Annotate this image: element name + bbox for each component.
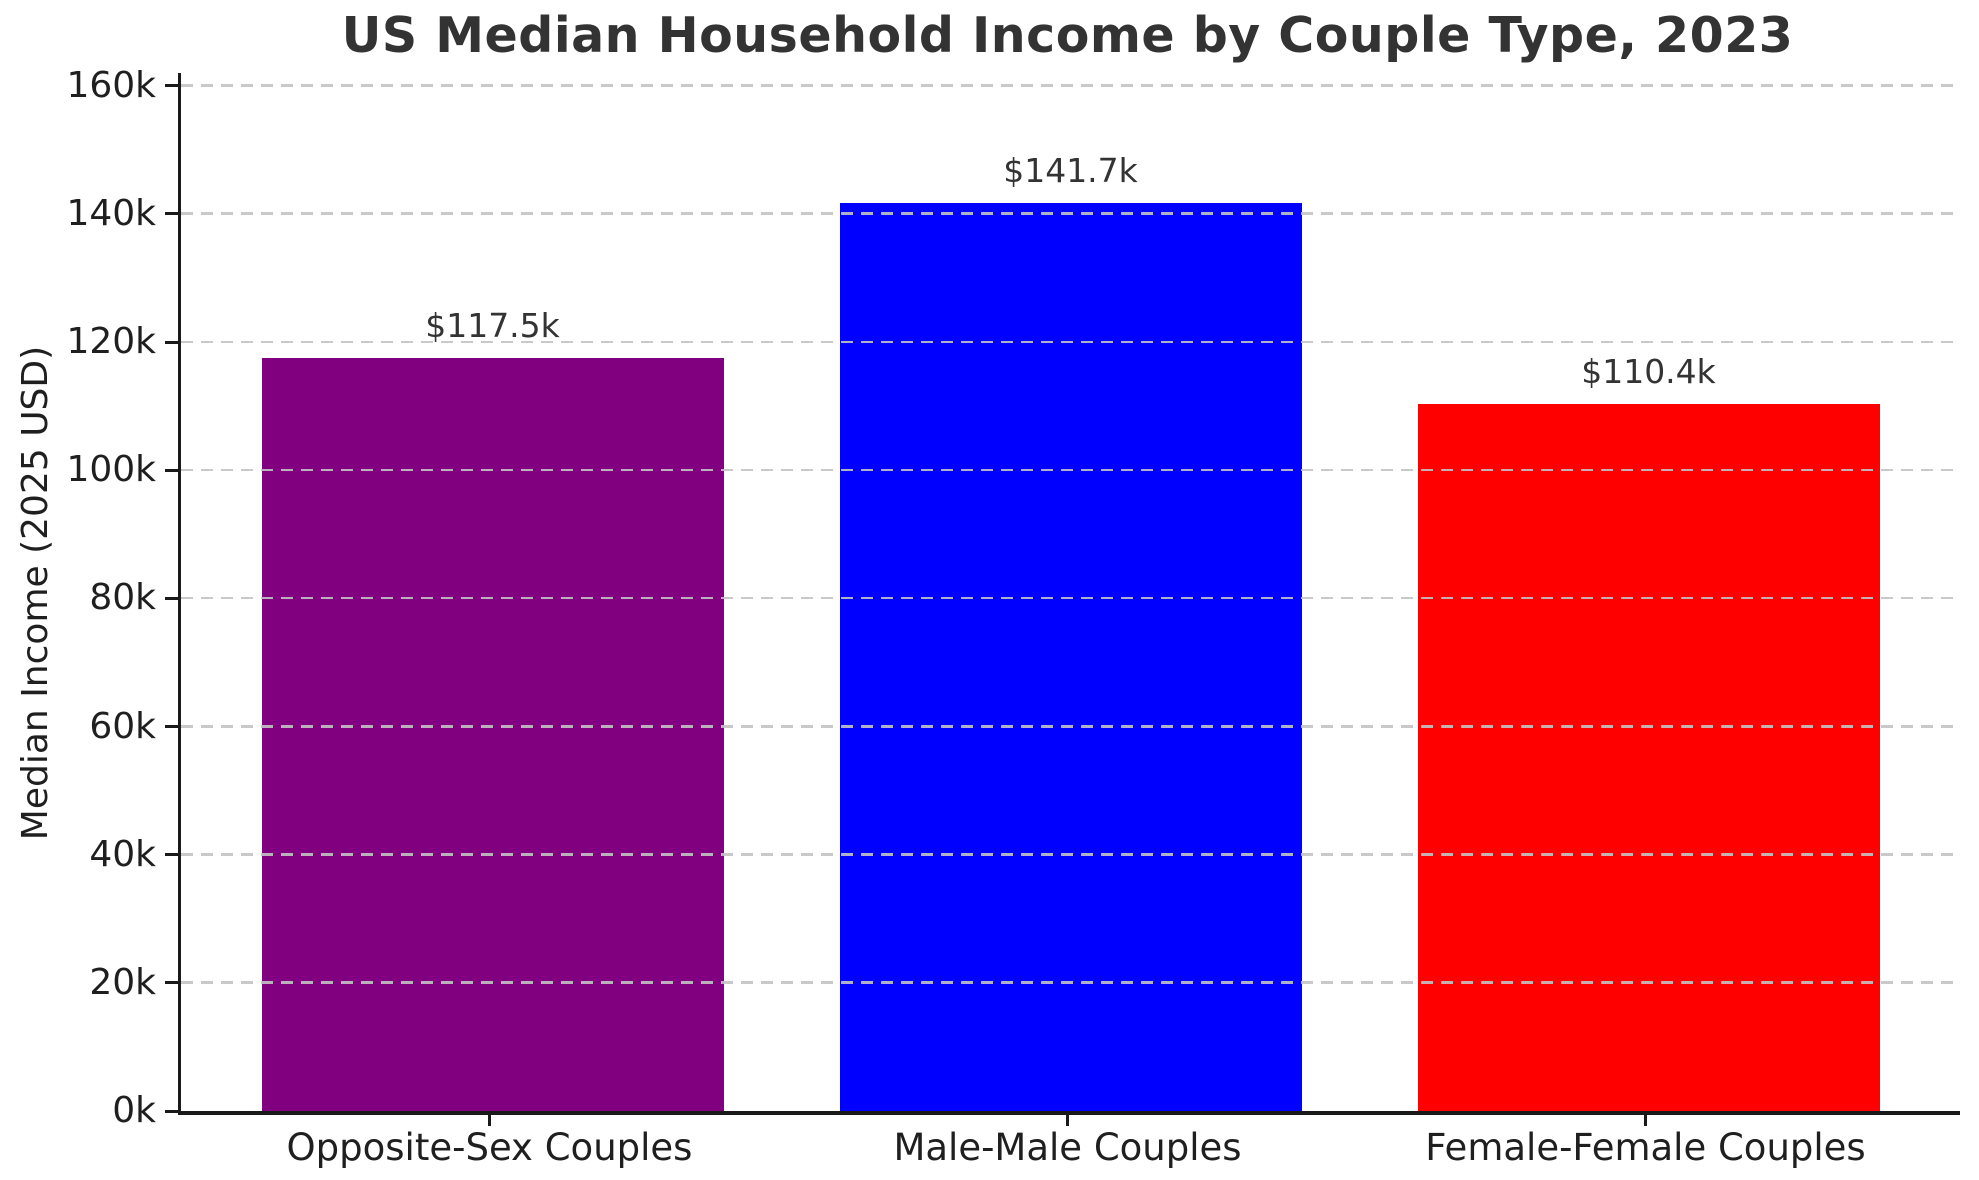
x-tick-label: Opposite-Sex Couples [286, 1126, 693, 1169]
y-tick-mark [165, 596, 178, 600]
y-tick-label: 60k [89, 705, 156, 747]
x-tick-mark [1066, 1115, 1069, 1126]
gridline-20k [181, 981, 1960, 984]
bar-value-label: $110.4k [1581, 351, 1716, 391]
y-tick-label: 40k [89, 833, 156, 875]
y-tick-mark [165, 340, 178, 344]
gridline-160k [181, 84, 1960, 87]
x-tick-label: Male-Male Couples [893, 1126, 1242, 1169]
x-tick-mark [488, 1115, 491, 1126]
x-tick-mark [1644, 1115, 1647, 1126]
x-tick-label: Female-Female Couples [1425, 1126, 1866, 1169]
bar-opposite-sex-couples [261, 358, 724, 1111]
bar-male-male-couples [839, 203, 1302, 1111]
gridline-60k [181, 725, 1960, 728]
gridline-120k [181, 340, 1960, 344]
y-tick-mark [165, 84, 178, 88]
y-tick-label: 20k [89, 961, 156, 1003]
y-tick-label: 100k [66, 449, 156, 491]
gridline-80k [181, 596, 1960, 600]
y-tick-label: 120k [66, 321, 156, 363]
y-tick-label: 160k [66, 64, 156, 106]
y-tick-mark [165, 1109, 178, 1113]
bar-value-label: $141.7k [1003, 151, 1138, 191]
bar-value-label: $117.5k [425, 306, 560, 346]
y-tick-mark [165, 981, 178, 985]
gridline-40k [181, 853, 1960, 856]
gridline-140k [181, 212, 1960, 215]
y-tick-label: 140k [66, 192, 156, 234]
y-tick-mark [165, 853, 178, 857]
y-tick-mark [165, 212, 178, 216]
plot-area: $117.5k $141.7k $110.4k [178, 73, 1960, 1115]
y-tick-mark [165, 468, 178, 472]
bar-female-female-couples [1417, 403, 1880, 1111]
y-tick-mark [165, 725, 178, 729]
y-tick-label: 0k [112, 1090, 156, 1131]
chart-title: US Median Household Income by Couple Typ… [341, 7, 1794, 64]
gridline-100k [181, 468, 1960, 472]
y-tick-label: 80k [89, 577, 156, 619]
